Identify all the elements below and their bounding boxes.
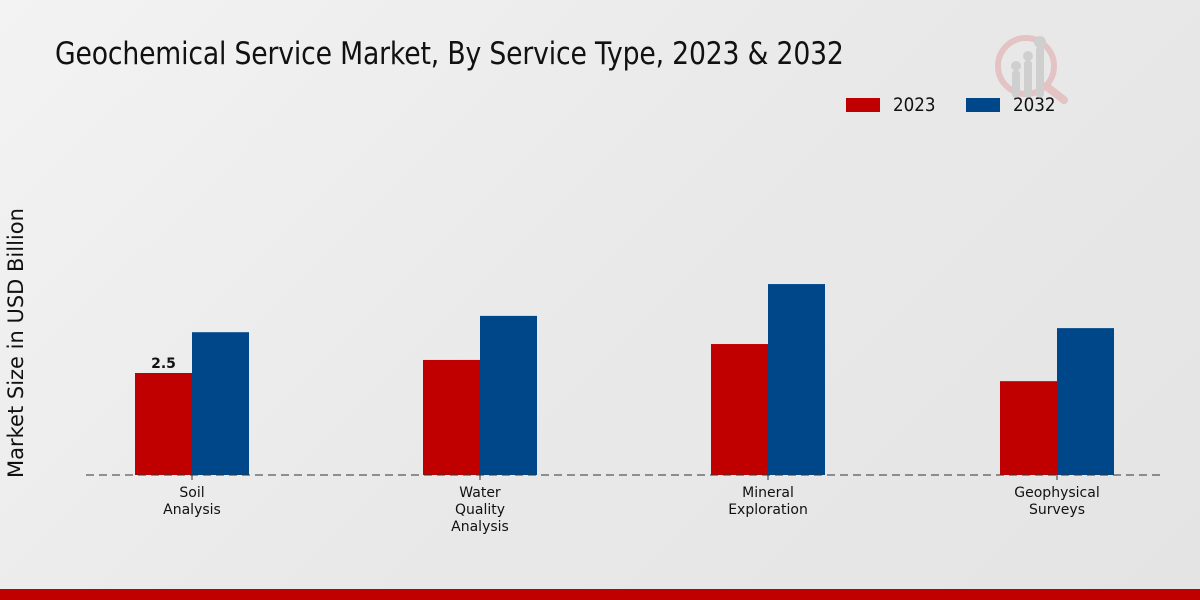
x-tick-label: Surveys bbox=[1029, 502, 1085, 518]
bar-2032-mineral-exploration bbox=[768, 284, 825, 475]
bar-2023-soil-analysis bbox=[135, 373, 192, 475]
legend-label-2032: 2032 bbox=[1013, 94, 1056, 116]
x-tick-label: Geophysical bbox=[1014, 485, 1099, 501]
footer-band bbox=[0, 589, 1200, 600]
x-tick-label: Analysis bbox=[163, 502, 221, 518]
legend-swatch-2032 bbox=[966, 98, 1000, 112]
legend-item-2032: 2032 bbox=[966, 94, 1061, 116]
bar-2032-soil-analysis bbox=[192, 332, 249, 475]
bar-2023-water-quality-analysis bbox=[423, 359, 480, 475]
x-tick-label: Mineral bbox=[742, 485, 794, 501]
bar-2023-mineral-exploration bbox=[711, 344, 768, 475]
market-research-logo-icon bbox=[990, 30, 1070, 110]
data-label: 2.5 bbox=[151, 356, 176, 372]
x-tick-label: Analysis bbox=[451, 519, 509, 535]
legend-item-2023: 2023 bbox=[846, 94, 941, 116]
bar-2032-water-quality-analysis bbox=[480, 315, 537, 475]
bar-2023-geophysical-surveys bbox=[1000, 381, 1057, 475]
chart-title: Geochemical Service Market, By Service T… bbox=[55, 36, 844, 72]
x-tick-label: Soil bbox=[179, 485, 204, 501]
legend-swatch-2023 bbox=[846, 98, 880, 112]
bar-2032-geophysical-surveys bbox=[1057, 328, 1114, 475]
x-tick-label: Water bbox=[459, 485, 501, 501]
x-tick-label: Exploration bbox=[728, 502, 808, 518]
legend-label-2023: 2023 bbox=[893, 94, 936, 116]
x-tick-label: Quality bbox=[455, 502, 505, 518]
